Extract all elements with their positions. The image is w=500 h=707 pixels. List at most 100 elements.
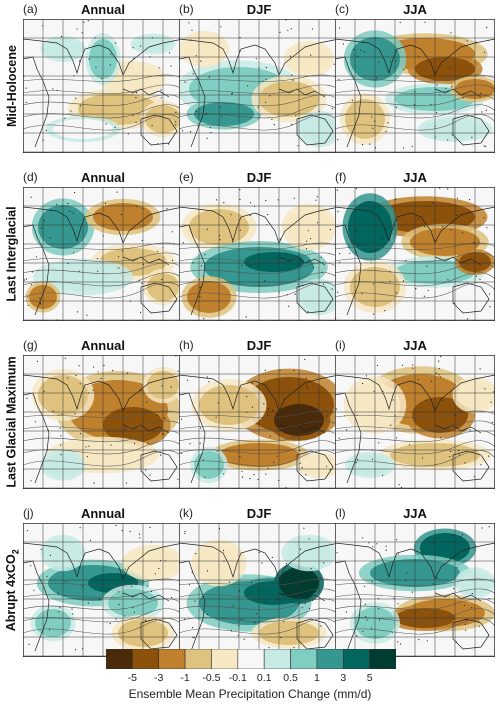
coastline [179,38,256,75]
stipple-dot [283,398,285,400]
stipple-dot [184,532,186,534]
stipple-dot [439,376,441,378]
stipple-dot [79,527,81,529]
stipple-dot [432,583,435,585]
stipple-dot [372,313,375,315]
stipple-dot [144,620,147,622]
precip-map [335,523,495,657]
row-label: Abrupt 4xCO2 [3,548,21,632]
stipple-dot [372,127,374,129]
stipple-dot [351,99,353,101]
stipple-dot [192,73,194,75]
coastline [410,542,495,580]
stipple-dot [449,66,451,69]
stipple-dot [473,476,475,478]
map-panel: (g) Annual [23,338,183,490]
coastline [335,374,412,411]
coastline [434,424,482,434]
coastline [296,282,334,314]
stipple-dot [304,603,306,605]
stipple-dot [33,589,35,591]
stipple-dot [177,370,179,372]
stipple-dot [265,101,267,103]
contour-line [23,598,183,611]
stipple-dot [231,93,233,95]
colorbar-tick-label: -0.1 [228,672,247,684]
stipple-dot [293,197,295,199]
stipple-dot [124,568,126,570]
stipple-dot [279,31,281,33]
contour-line [179,598,339,611]
stipple-dot [135,97,137,99]
map-panel: (c) JJA [335,2,495,154]
stipple-dot [140,45,142,47]
stipple-dot [342,43,344,45]
stipple-dot [320,256,322,258]
colorbar-title: Ensemble Mean Precipitation Change (mm/d… [128,687,372,701]
stipple-dot [486,26,488,29]
anomaly-region [108,589,158,617]
stipple-dot [154,573,156,575]
colorbar-tick-label: 1 [313,672,320,684]
stipple-dot [456,214,458,216]
stipple-dot [361,293,363,295]
stipple-dot [124,428,126,430]
contour-line [23,440,183,455]
stipple-dot [385,130,387,133]
stipple-dot [92,389,94,391]
map-panel: (b) DJF [179,2,339,154]
stipple-dot [43,219,45,221]
coastline [179,560,206,652]
stipple-dot [163,417,166,419]
stipple-dot [171,597,173,599]
stipple-dot [483,145,485,147]
contour-line [179,608,339,623]
stipple-dot [265,199,267,202]
stipple-dot [168,143,170,145]
stipple-dot [382,474,384,476]
stipple-dot [479,368,481,370]
stipple-dot [456,197,459,199]
stipple-dot [146,401,148,403]
stipple-dot [60,454,62,456]
stipple-dot [424,21,426,23]
precip-map [335,19,495,153]
stipple-dot [372,283,374,285]
stipple-dot [293,646,295,649]
stipple-dot [464,604,466,606]
coastline [23,38,100,75]
stipple-dot [56,203,58,206]
coastline [278,256,326,266]
stipple-dot [439,437,442,439]
stipple-dot [488,526,490,528]
stipple-dot [312,422,314,424]
stipple-dot [241,618,243,621]
panel-letter: (a) [23,2,38,16]
panel-letter: (e) [179,170,194,184]
stipple-dot [450,450,452,453]
stipple-dot [255,613,257,615]
stipple-dot [237,634,239,636]
stipple-dot [26,530,28,532]
stipple-dot [486,227,488,229]
stipple-dot [125,482,128,484]
stipple-dot [222,549,225,552]
panel-letter: (l) [335,506,346,520]
stipple-dot [49,237,51,239]
stipple-dot [129,530,131,533]
stipple-dot [97,371,99,373]
contour-line [179,440,339,455]
stipple-dot [85,446,87,448]
stipple-dot [411,591,413,593]
colorbar-swatch [342,648,370,670]
stipple-dot [273,124,275,126]
anomaly-region [187,281,231,313]
stipple-dot [239,189,241,191]
stipple-dot [52,88,54,90]
stipple-dot [287,29,289,31]
stipple-dot [357,55,359,57]
stipple-dot [311,28,313,30]
map-panel: (i) JJA [335,338,495,490]
coastline [434,256,482,266]
stipple-dot [251,382,254,384]
